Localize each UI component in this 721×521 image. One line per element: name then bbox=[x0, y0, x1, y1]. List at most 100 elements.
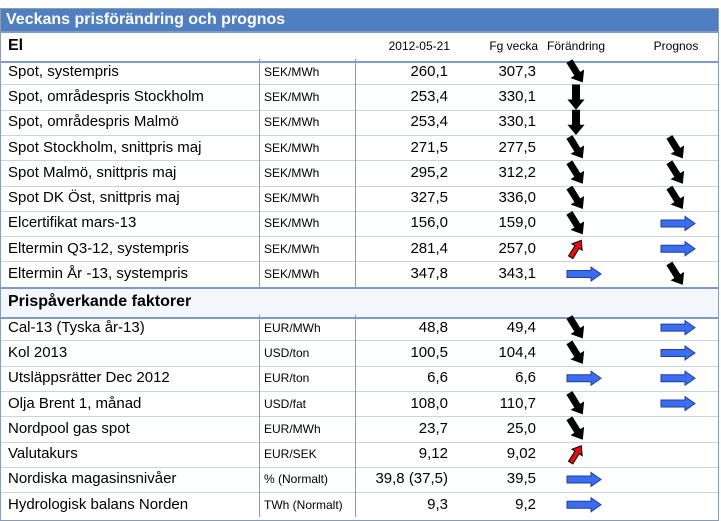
row-line bbox=[0, 84, 718, 86]
trend-arrow bbox=[666, 261, 685, 285]
current-value: 295,2 bbox=[410, 163, 448, 181]
trend-arrow bbox=[660, 240, 696, 257]
trend-arrow bbox=[566, 471, 602, 488]
trend-arrow bbox=[660, 370, 696, 387]
row-unit: EUR/MWh bbox=[264, 421, 321, 436]
row-unit: EUR/SEK bbox=[264, 447, 317, 462]
row-name: Cal-13 (Tyska år-13) bbox=[8, 318, 145, 336]
current-value: 100,5 bbox=[410, 343, 448, 361]
current-value: 347,8 bbox=[410, 265, 448, 283]
previous-value: 25,0 bbox=[506, 419, 536, 437]
column-divider bbox=[355, 59, 356, 287]
row-unit: SEK/MWh bbox=[264, 64, 320, 79]
previous-value: 257,0 bbox=[498, 239, 536, 257]
row-name: Kol 2013 bbox=[8, 343, 68, 361]
current-value: 253,4 bbox=[410, 113, 448, 131]
row-name: Spot DK Öst, snittpris maj bbox=[8, 189, 180, 207]
row-unit: SEK/MWh bbox=[264, 267, 320, 282]
column-header: 2012-05-21 bbox=[388, 39, 450, 53]
trend-arrow bbox=[566, 160, 585, 184]
trend-arrow bbox=[566, 185, 585, 210]
row-line bbox=[0, 109, 718, 111]
row-unit: SEK/MWh bbox=[264, 115, 320, 130]
current-value: 6,6 bbox=[427, 369, 448, 387]
row-name: Eltermin År -13, systempris bbox=[8, 265, 189, 283]
title-bar bbox=[0, 8, 718, 31]
row-name: Spot Stockholm, snittpris maj bbox=[8, 138, 202, 156]
row-name: Olja Brent 1, månad bbox=[8, 394, 142, 412]
trend-arrow bbox=[566, 210, 585, 235]
row-unit: EUR/ton bbox=[264, 371, 310, 386]
row-unit: TWh (Normalt) bbox=[264, 497, 343, 512]
previous-value: 9,02 bbox=[506, 445, 536, 463]
row-name: Hydrologisk balans Norden bbox=[8, 495, 189, 513]
row-unit: USD/ton bbox=[264, 345, 310, 360]
trend-arrow bbox=[566, 370, 602, 387]
trend-arrow bbox=[567, 84, 585, 110]
previous-value: 330,1 bbox=[498, 113, 536, 131]
row-name: Valutakurs bbox=[8, 445, 78, 463]
row-name: Spot, områdespris Malmö bbox=[8, 113, 179, 131]
column-divider bbox=[259, 315, 260, 518]
trend-arrow bbox=[566, 340, 585, 364]
row-unit: SEK/MWh bbox=[264, 216, 320, 231]
row-line bbox=[0, 466, 718, 468]
previous-value: 6,6 bbox=[515, 369, 536, 387]
column-divider bbox=[259, 59, 260, 287]
row-line bbox=[0, 492, 718, 494]
row-line bbox=[0, 134, 718, 136]
row-line bbox=[0, 441, 718, 443]
row-unit: SEK/MWh bbox=[264, 191, 320, 206]
current-value: 39,8 (37,5) bbox=[375, 470, 448, 488]
row-name: Elcertifikat mars-13 bbox=[8, 214, 137, 232]
row-name: Spot, systempris bbox=[8, 62, 119, 80]
trend-arrow bbox=[566, 315, 585, 339]
current-value: 48,8 bbox=[418, 318, 448, 336]
trend-arrow bbox=[660, 215, 696, 232]
column-header: Fg vecka bbox=[489, 39, 538, 53]
section-title: El bbox=[8, 37, 24, 54]
title: Veckans prisförändring och prognos bbox=[6, 11, 286, 28]
previous-value: 159,0 bbox=[498, 214, 536, 232]
row-line bbox=[0, 185, 718, 187]
row-name: Eltermin Q3-12, systempris bbox=[8, 239, 189, 257]
column-divider bbox=[355, 315, 356, 518]
trend-arrow bbox=[566, 266, 602, 283]
section-header bbox=[0, 31, 718, 63]
row-line bbox=[0, 340, 718, 342]
row-unit: SEK/MWh bbox=[264, 140, 320, 155]
current-value: 9,3 bbox=[427, 495, 448, 513]
row-line bbox=[0, 416, 718, 418]
row-unit: % (Normalt) bbox=[264, 472, 329, 487]
previous-value: 336,0 bbox=[498, 189, 536, 207]
current-value: 23,7 bbox=[418, 419, 448, 437]
current-value: 253,4 bbox=[410, 87, 448, 105]
trend-arrow bbox=[567, 239, 583, 260]
row-name: Nordiska magasinsnivåer bbox=[8, 470, 177, 488]
row-line bbox=[0, 365, 718, 367]
column-header: Prognos bbox=[653, 39, 699, 53]
current-value: 271,5 bbox=[410, 138, 448, 156]
trend-arrow bbox=[666, 160, 685, 184]
previous-value: 9,2 bbox=[515, 495, 536, 513]
row-unit: SEK/MWh bbox=[264, 165, 320, 180]
previous-value: 307,3 bbox=[498, 62, 536, 80]
row-unit: EUR/MWh bbox=[264, 320, 321, 335]
row-unit: SEK/MWh bbox=[264, 89, 320, 104]
trend-arrow bbox=[666, 135, 685, 159]
previous-value: 49,4 bbox=[506, 318, 536, 336]
previous-value: 39,5 bbox=[506, 470, 536, 488]
section-title: Prispåverkande faktorer bbox=[8, 293, 192, 310]
row-name: Nordpool gas spot bbox=[8, 419, 130, 437]
trend-arrow bbox=[566, 135, 585, 159]
row-name: Utsläppsrätter Dec 2012 bbox=[8, 369, 170, 387]
previous-value: 277,5 bbox=[498, 138, 536, 156]
row-line bbox=[0, 236, 718, 238]
trend-arrow bbox=[566, 391, 585, 415]
trend-arrow bbox=[660, 395, 696, 412]
column-header: Förändring bbox=[546, 39, 606, 53]
row-line bbox=[0, 160, 718, 162]
current-value: 260,1 bbox=[410, 62, 448, 80]
previous-value: 343,1 bbox=[498, 265, 536, 283]
